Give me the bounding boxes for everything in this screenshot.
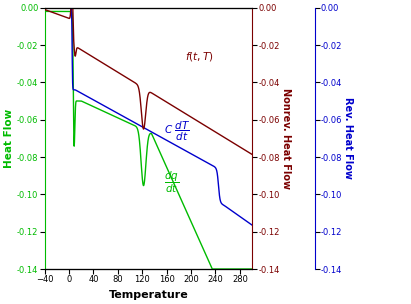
Y-axis label: Heat Flow: Heat Flow [4,109,14,168]
Text: $C\ \dfrac{dT}{dt}$: $C\ \dfrac{dT}{dt}$ [164,120,190,143]
Y-axis label: Nonrev. Heat Flow: Nonrev. Heat Flow [281,88,291,189]
Text: $f(t,T)$: $f(t,T)$ [185,50,213,64]
X-axis label: Temperature: Temperature [109,290,188,300]
Y-axis label: Rev. Heat Flow: Rev. Heat Flow [344,97,353,179]
Text: $\dfrac{dq}{dt}$: $\dfrac{dq}{dt}$ [164,170,179,195]
